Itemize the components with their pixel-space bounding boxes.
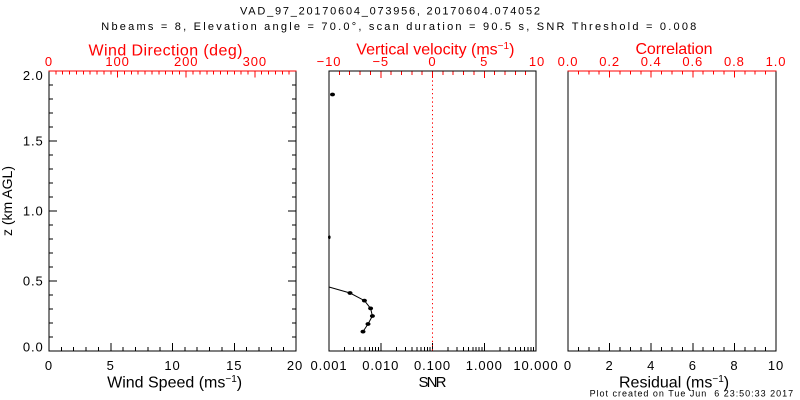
svg-text:SNR: SNR — [419, 374, 447, 391]
svg-text:10.000: 10.000 — [513, 358, 558, 373]
svg-text:0.8: 0.8 — [724, 54, 745, 69]
svg-text:z (km AGL): z (km AGL) — [0, 166, 15, 236]
svg-text:−10: −10 — [317, 54, 342, 69]
svg-text:VAD_97_20170604_073956, 201706: VAD_97_20170604_073956, 20170604.074052 — [240, 5, 540, 17]
svg-text:Wind Speed (ms−1): Wind Speed (ms−1) — [107, 374, 242, 392]
svg-text:4: 4 — [647, 358, 655, 373]
svg-text:0.0: 0.0 — [23, 339, 44, 354]
svg-text:1.0: 1.0 — [23, 204, 44, 219]
svg-text:0.001: 0.001 — [310, 358, 347, 373]
svg-text:5: 5 — [107, 358, 115, 373]
svg-text:0: 0 — [428, 54, 436, 69]
svg-text:Vertical velocity (ms−1): Vertical velocity (ms−1) — [356, 41, 514, 59]
svg-text:0: 0 — [564, 358, 572, 373]
svg-text:−5: −5 — [372, 54, 389, 69]
svg-text:6: 6 — [689, 358, 697, 373]
svg-text:0: 0 — [45, 358, 53, 373]
svg-text:Correlation: Correlation — [636, 41, 713, 58]
svg-text:300: 300 — [243, 54, 267, 69]
svg-text:15: 15 — [226, 358, 242, 373]
svg-text:8: 8 — [730, 358, 738, 373]
svg-text:200: 200 — [174, 54, 198, 69]
svg-text:0.100: 0.100 — [414, 358, 451, 373]
svg-text:1.000: 1.000 — [466, 358, 503, 373]
svg-text:Wind Direction (deg): Wind Direction (deg) — [89, 43, 243, 60]
svg-text:1.0: 1.0 — [766, 54, 787, 69]
svg-text:10: 10 — [529, 54, 545, 69]
svg-text:0.4: 0.4 — [641, 54, 662, 69]
svg-text:0.010: 0.010 — [362, 358, 399, 373]
svg-text:Plot created on Tue Jun 6 23:: Plot created on Tue Jun 6 23:50:33 2017 — [590, 389, 794, 399]
svg-text:0: 0 — [45, 54, 53, 69]
svg-text:10: 10 — [768, 358, 784, 373]
svg-text:0.6: 0.6 — [682, 54, 703, 69]
svg-text:0.5: 0.5 — [23, 274, 44, 289]
svg-text:0.2: 0.2 — [599, 54, 620, 69]
svg-text:10: 10 — [164, 358, 180, 373]
svg-text:1.5: 1.5 — [23, 134, 44, 149]
svg-text:5: 5 — [480, 54, 488, 69]
svg-text:Residual (ms−1): Residual (ms−1) — [619, 374, 729, 392]
svg-text:20: 20 — [287, 358, 303, 373]
svg-text:0.0: 0.0 — [558, 54, 579, 69]
svg-text:2: 2 — [606, 358, 614, 373]
svg-text:2.0: 2.0 — [23, 68, 44, 83]
svg-text:100: 100 — [105, 54, 129, 69]
